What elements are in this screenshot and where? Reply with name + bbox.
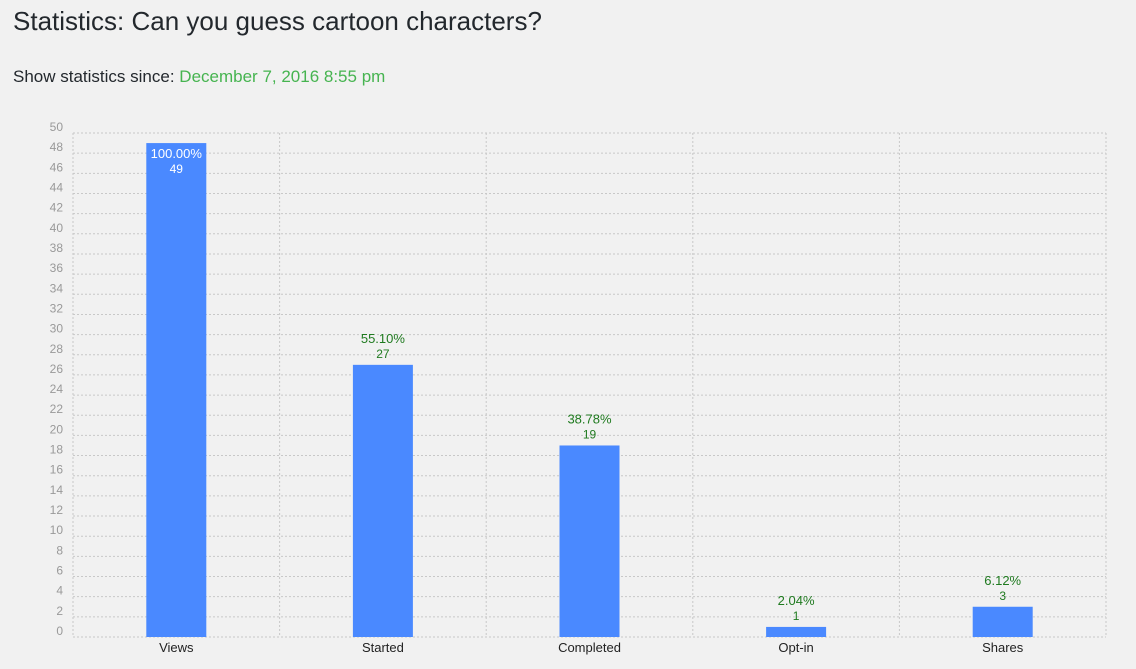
- bar-views: [146, 143, 207, 637]
- x-category-label: Views: [159, 640, 194, 655]
- page-title: Statistics: Can you guess cartoon charac…: [13, 6, 542, 36]
- y-tick-label: 4: [56, 584, 63, 598]
- y-tick-label: 40: [50, 221, 64, 235]
- x-category-label: Completed: [558, 640, 621, 655]
- y-tick-label: 38: [50, 241, 64, 255]
- y-tick-label: 44: [50, 180, 64, 194]
- y-tick-label: 32: [50, 301, 64, 315]
- x-category-label: Opt-in: [778, 640, 813, 655]
- bar-started: [352, 364, 413, 637]
- bar-percent-label: 55.10%: [361, 331, 406, 346]
- bar-value-label: 49: [170, 162, 184, 176]
- y-tick-label: 6: [56, 564, 63, 578]
- y-tick-label: 24: [50, 382, 64, 396]
- y-tick-label: 2: [56, 604, 63, 618]
- y-tick-label: 48: [50, 140, 64, 154]
- y-tick-label: 50: [50, 120, 64, 134]
- y-tick-label: 46: [50, 160, 64, 174]
- statistics-since-label: Show statistics since:: [13, 67, 175, 86]
- bar-percent-label: 6.12%: [984, 573, 1021, 588]
- y-tick-label: 18: [50, 443, 64, 457]
- statistics-since-date-link[interactable]: December 7, 2016 8:55 pm: [179, 67, 386, 86]
- bar-shares: [972, 606, 1033, 637]
- y-tick-label: 36: [50, 261, 64, 275]
- bar-value-label: 27: [376, 347, 390, 361]
- y-tick-label: 12: [50, 503, 64, 517]
- bar-value-label: 1: [793, 609, 800, 623]
- y-tick-label: 10: [50, 523, 64, 537]
- y-tick-label: 30: [50, 322, 64, 336]
- x-category-label: Started: [362, 640, 404, 655]
- y-tick-label: 28: [50, 342, 64, 356]
- bar-value-label: 19: [583, 427, 597, 441]
- y-tick-label: 16: [50, 463, 64, 477]
- y-tick-label: 8: [56, 543, 63, 557]
- bar-percent-label: 100.00%: [151, 146, 203, 161]
- y-tick-label: 22: [50, 402, 64, 416]
- y-tick-label: 26: [50, 362, 64, 376]
- y-tick-label: 42: [50, 201, 64, 215]
- bar-completed: [559, 445, 620, 637]
- statistics-since-row: Show statistics since: December 7, 2016 …: [13, 67, 385, 87]
- y-tick-label: 14: [50, 483, 64, 497]
- bar-percent-label: 38.78%: [567, 411, 612, 426]
- bar-opt-in: [766, 626, 827, 637]
- bar-percent-label: 2.04%: [778, 593, 815, 608]
- y-tick-label: 34: [50, 281, 64, 295]
- x-category-label: Shares: [982, 640, 1024, 655]
- y-tick-label: 0: [56, 624, 63, 638]
- bar-value-label: 3: [999, 589, 1006, 603]
- y-tick-label: 20: [50, 422, 64, 436]
